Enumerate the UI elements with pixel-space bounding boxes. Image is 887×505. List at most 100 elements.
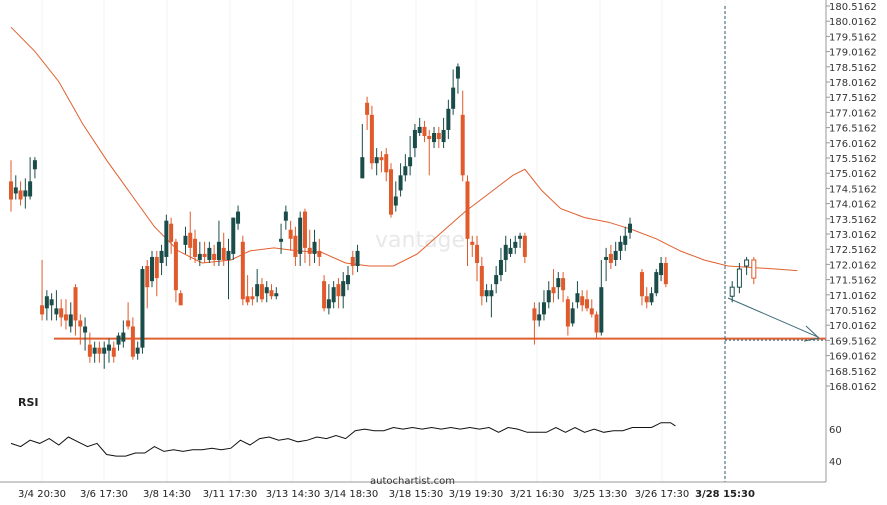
candle-body	[250, 296, 255, 300]
candle-body	[556, 278, 561, 288]
candle-body	[49, 299, 54, 306]
watermark: vantage	[375, 228, 465, 253]
candle-body	[360, 157, 365, 179]
candle-body	[503, 244, 508, 260]
candle-body	[312, 241, 317, 254]
candle-body	[197, 253, 202, 260]
candle-body	[594, 314, 599, 333]
candle-body	[639, 272, 644, 297]
time-tick-label: 3/25 13:30	[573, 489, 627, 500]
candle-body	[259, 284, 264, 300]
candle-body	[608, 253, 613, 263]
candle-body	[307, 247, 312, 254]
price-tick-label: 175.0162	[829, 169, 877, 180]
footer-credit: autochartist.com	[370, 476, 455, 487]
price-tick-label: 170.5162	[829, 306, 877, 317]
candle-body	[164, 220, 169, 257]
candle-body	[618, 241, 623, 251]
time-tick-label: 3/26 17:30	[635, 489, 689, 500]
candle-body	[644, 296, 649, 303]
candle-body	[92, 347, 97, 354]
candle-body	[274, 293, 279, 297]
candle-body	[97, 347, 102, 354]
rsi-tick-label: 40	[829, 457, 842, 468]
candle-body	[432, 132, 437, 143]
candle-body	[78, 320, 83, 327]
candle-body	[494, 275, 499, 285]
candle-body	[336, 284, 341, 297]
candle-body	[255, 284, 260, 297]
price-tick-label: 176.0162	[829, 139, 877, 150]
candle-body	[561, 278, 566, 291]
candle-body	[126, 320, 131, 327]
candle-body	[374, 157, 379, 164]
candle-body	[331, 287, 336, 303]
candle-body	[441, 129, 446, 143]
candle-body	[173, 241, 178, 291]
projected-candle-body	[751, 259, 757, 279]
candle-body	[508, 247, 513, 254]
candle-body	[183, 235, 188, 245]
projected-candle-body	[736, 268, 742, 288]
candle-body	[298, 217, 303, 254]
price-tick-label: 180.5162	[829, 2, 877, 13]
candle-body	[623, 235, 628, 245]
candle-body	[465, 181, 470, 239]
time-tick-label: 3/4 20:30	[18, 489, 66, 500]
candle-body	[422, 126, 427, 137]
candle-body	[111, 347, 116, 357]
candle-body	[460, 114, 465, 176]
candle-body	[532, 308, 537, 321]
candle-body	[216, 241, 221, 260]
candle-body	[150, 256, 155, 282]
price-tick-label: 177.5162	[829, 93, 877, 104]
time-tick-label: 3/14 18:30	[324, 489, 378, 500]
forecast-arrow-head	[803, 325, 821, 342]
candle-body	[207, 247, 212, 260]
candle-body	[279, 238, 284, 242]
time-tick-label: 3/21 16:30	[510, 489, 564, 500]
candle-body	[240, 241, 245, 300]
candle-body	[159, 250, 164, 263]
candle-body	[522, 235, 527, 257]
candle-body	[59, 308, 64, 318]
candle-body	[54, 308, 59, 315]
candle-body	[446, 108, 451, 130]
candle-body	[32, 160, 37, 170]
candle-body	[551, 287, 556, 294]
moving-average-layer	[10, 26, 798, 272]
candle-body	[83, 326, 88, 333]
candle-body	[649, 293, 654, 303]
candle-body	[40, 305, 45, 315]
candle-body	[408, 157, 413, 167]
candle-body	[44, 296, 49, 309]
candle-body	[570, 308, 575, 324]
candle-body	[9, 181, 13, 200]
time-tick-label: 3/6 17:30	[80, 489, 128, 500]
candle-body	[379, 157, 384, 161]
forecast-layer	[724, 6, 826, 482]
candle-body	[489, 290, 494, 297]
candle-body	[389, 169, 394, 215]
candle-body	[283, 211, 288, 221]
price-tick-label: 178.5162	[829, 63, 877, 74]
time-tick-label: 3/11 17:30	[203, 489, 257, 500]
price-tick-label: 178.0162	[829, 78, 877, 89]
time-tick-label: 3/28 15:30	[695, 489, 755, 500]
candle-body	[546, 290, 551, 303]
candle-body	[398, 175, 403, 191]
candle-body	[341, 281, 346, 297]
candle-body	[145, 266, 150, 288]
candle-body	[475, 244, 480, 263]
candle-body	[202, 253, 207, 257]
candle-body	[140, 269, 145, 348]
candle-body	[484, 290, 489, 297]
candle-body	[106, 344, 111, 351]
price-tick-label: 169.0162	[829, 352, 877, 363]
price-tick-label: 168.5162	[829, 367, 877, 378]
price-tick-label: 170.0162	[829, 321, 877, 332]
price-tick-label: 171.0162	[829, 291, 877, 302]
candle-body	[193, 238, 198, 257]
candle-body	[498, 259, 503, 276]
candle-body	[345, 275, 350, 285]
